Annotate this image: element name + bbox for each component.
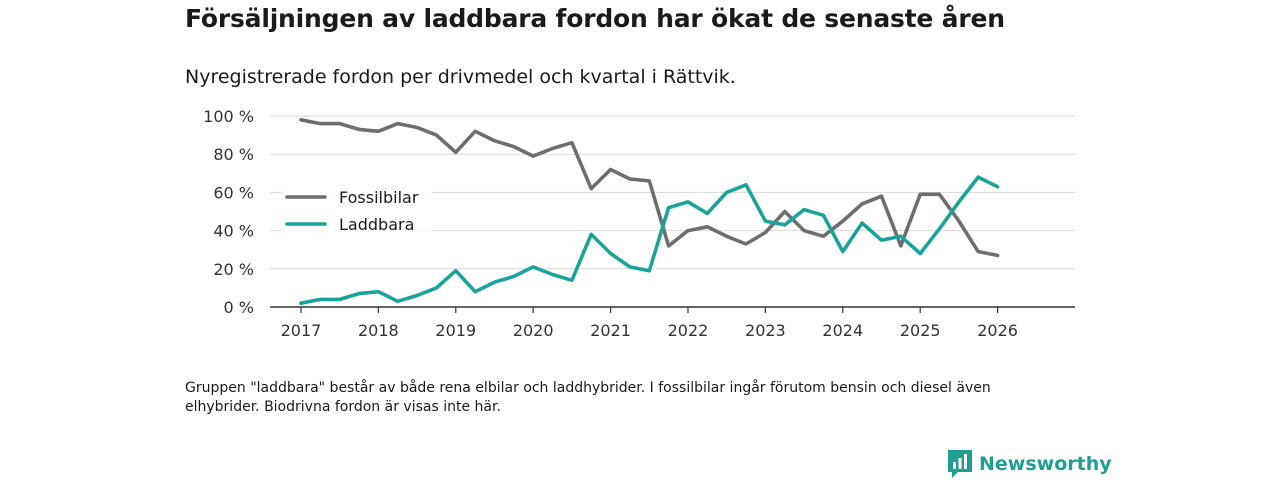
x-tick-label: 2018 [358,321,399,340]
y-tick-label: 40 % [213,222,254,241]
legend-background [282,187,432,209]
chart-title: Försäljningen av laddbara fordon har öka… [185,4,1005,33]
x-tick-label: 2024 [822,321,863,340]
series-line-fossilbilar [299,118,1000,258]
x-tick-label: 2022 [668,321,709,340]
x-tick-label: 2025 [900,321,941,340]
chart-subtitle: Nyregistrerade fordon per drivmedel och … [185,66,736,88]
legend-label-fossilbilar: Fossilbilar [339,188,419,207]
x-tick-label: 2020 [513,321,554,340]
x-tick-label: 2021 [590,321,631,340]
y-tick-label: 0 % [224,298,254,317]
legend-background [282,214,432,236]
chart-footnote: Gruppen "laddbara" består av både rena e… [185,380,991,415]
brand-name: Newsworthy [979,453,1112,475]
newsworthy-logo: Newsworthy [948,450,1112,478]
y-tick-label: 80 % [213,145,254,164]
legend-label-laddbara: Laddbara [339,215,414,234]
newsworthy-logo-icon [948,450,972,478]
x-tick-label: 2026 [977,321,1018,340]
x-tick-label: 2019 [435,321,476,340]
x-tick-label: 2017 [281,321,322,340]
y-tick-label: 100 % [203,107,254,126]
y-tick-label: 60 % [213,183,254,202]
legend: Fossilbilar Laddbara [282,187,432,236]
y-tick-label: 20 % [213,260,254,279]
x-axis: 2017 2018 2019 2020 2021 2022 2023 2024 2025 2026 [270,306,1075,340]
series-lines [299,118,1000,306]
y-axis: 0 % 20 % 40 % 60 % 80 % 100 % [203,107,254,317]
x-tick-label: 2023 [745,321,786,340]
series-line-laddbara [299,175,1000,306]
